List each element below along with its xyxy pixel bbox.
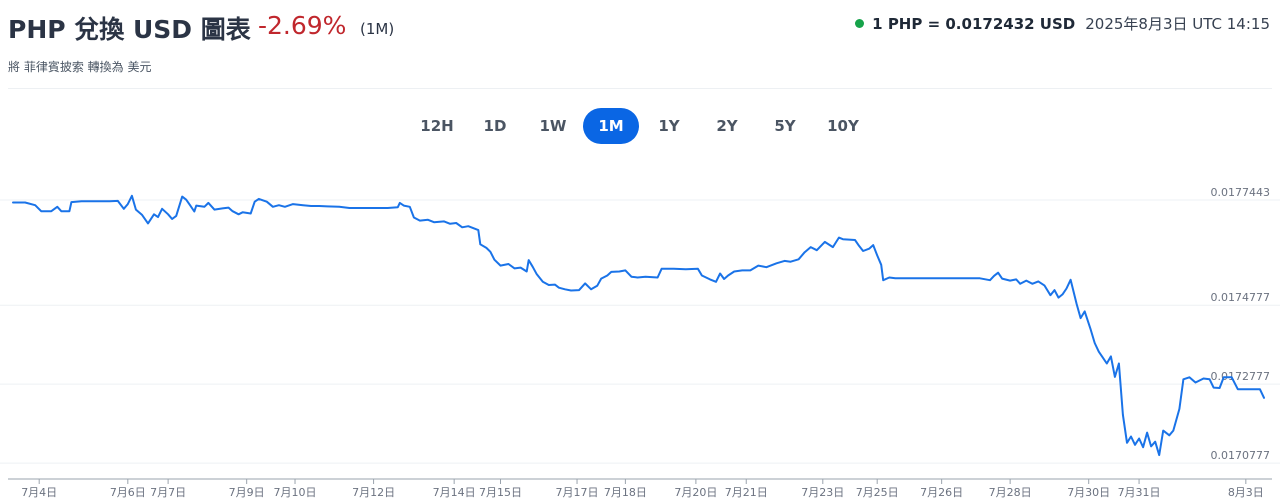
x-tick-label: 7月9日 bbox=[229, 486, 265, 499]
range-button-1w[interactable]: 1W bbox=[539, 117, 567, 135]
live-status-dot-icon bbox=[855, 19, 865, 28]
x-tick-label: 7月23日 bbox=[801, 486, 844, 499]
x-tick-label: 7月25日 bbox=[856, 486, 899, 499]
page-title: PHP 兌換 USD 圖表 bbox=[8, 15, 251, 44]
change-percent: -2.69% bbox=[258, 11, 347, 40]
conversion-subtitle: 將 菲律賓披索 轉換為 美元 bbox=[8, 60, 152, 74]
x-tick-label: 7月20日 bbox=[674, 486, 717, 499]
x-tick-label: 7月26日 bbox=[920, 486, 963, 499]
rate-timestamp: 2025年8月3日 UTC 14:15 bbox=[1085, 15, 1270, 33]
x-tick-label: 7月18日 bbox=[604, 486, 647, 499]
x-tick-label: 7月17日 bbox=[556, 486, 599, 499]
range-button-1d[interactable]: 1D bbox=[483, 117, 507, 135]
x-tick-label: 7月12日 bbox=[352, 486, 395, 499]
range-button-5y[interactable]: 5Y bbox=[774, 117, 796, 135]
y-tick-label: 0.0174777 bbox=[1211, 291, 1271, 304]
x-tick-label: 8月3日 bbox=[1228, 486, 1264, 499]
range-button-1y[interactable]: 1Y bbox=[658, 117, 680, 135]
x-tick-label: 7月15日 bbox=[479, 486, 522, 499]
range-button-2y[interactable]: 2Y bbox=[716, 117, 738, 135]
y-tick-label: 0.0172777 bbox=[1211, 370, 1271, 383]
x-tick-label: 7月10日 bbox=[274, 486, 317, 499]
range-button-10y[interactable]: 10Y bbox=[827, 117, 859, 135]
x-tick-label: 7月7日 bbox=[150, 486, 186, 499]
y-tick-label: 0.0177443 bbox=[1211, 186, 1271, 199]
series-line bbox=[12, 194, 1265, 457]
header-divider bbox=[8, 88, 1272, 89]
x-tick-label: 7月4日 bbox=[21, 486, 57, 499]
range-button-1m[interactable]: 1M bbox=[583, 108, 639, 144]
x-tick-label: 7月14日 bbox=[433, 486, 476, 499]
x-tick-label: 7月6日 bbox=[110, 486, 146, 499]
x-tick-label: 7月28日 bbox=[989, 486, 1032, 499]
rate-value: 1 PHP = 0.0172432 USD bbox=[872, 14, 1076, 33]
y-tick-label: 0.0170777 bbox=[1211, 449, 1271, 462]
x-tick-label: 7月30日 bbox=[1067, 486, 1110, 499]
range-button-12h[interactable]: 12H bbox=[420, 117, 454, 135]
change-period: (1M) bbox=[360, 20, 395, 38]
time-range-selector: 12H 1D 1W 1M 1Y 2Y 5Y 10Y bbox=[0, 108, 1280, 144]
live-rate: 1 PHP = 0.0172432 USD 2025年8月3日 UTC 14:1… bbox=[855, 13, 1270, 34]
x-tick-label: 7月31日 bbox=[1118, 486, 1161, 499]
x-tick-label: 7月21日 bbox=[725, 486, 768, 499]
